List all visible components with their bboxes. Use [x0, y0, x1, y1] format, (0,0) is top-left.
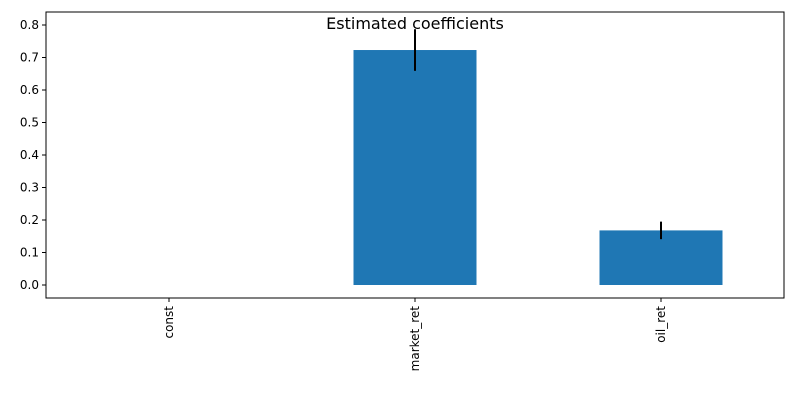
y-tick-label: 0.3: [20, 181, 39, 195]
error-bars-layer: [414, 29, 662, 240]
x-tick-label-market_ret: market_ret: [408, 306, 422, 372]
y-tick-label: 0.4: [20, 148, 39, 162]
x-axis: const market_ret oil_ret: [162, 298, 668, 371]
y-tick-label: 0.7: [20, 51, 39, 65]
bar-market_ret: [353, 50, 477, 286]
y-tick-label: 0.5: [20, 116, 39, 130]
y-tick-label: 0.2: [20, 213, 39, 227]
bar-oil_ret: [599, 230, 723, 285]
y-tick-label: 0.0: [20, 278, 39, 292]
y-tick-label: 0.8: [20, 18, 39, 32]
y-axis: 0.0 0.1 0.2 0.3 0.4 0.5 0.6 0.7 0.8: [20, 18, 46, 292]
y-tick-label: 0.6: [20, 83, 39, 97]
y-tick-label: 0.1: [20, 246, 39, 260]
x-tick-label-oil_ret: oil_ret: [654, 306, 668, 343]
x-tick-label-const: const: [162, 306, 176, 339]
chart-title: Estimated coefficients: [326, 14, 504, 33]
bars-layer: [353, 50, 723, 286]
